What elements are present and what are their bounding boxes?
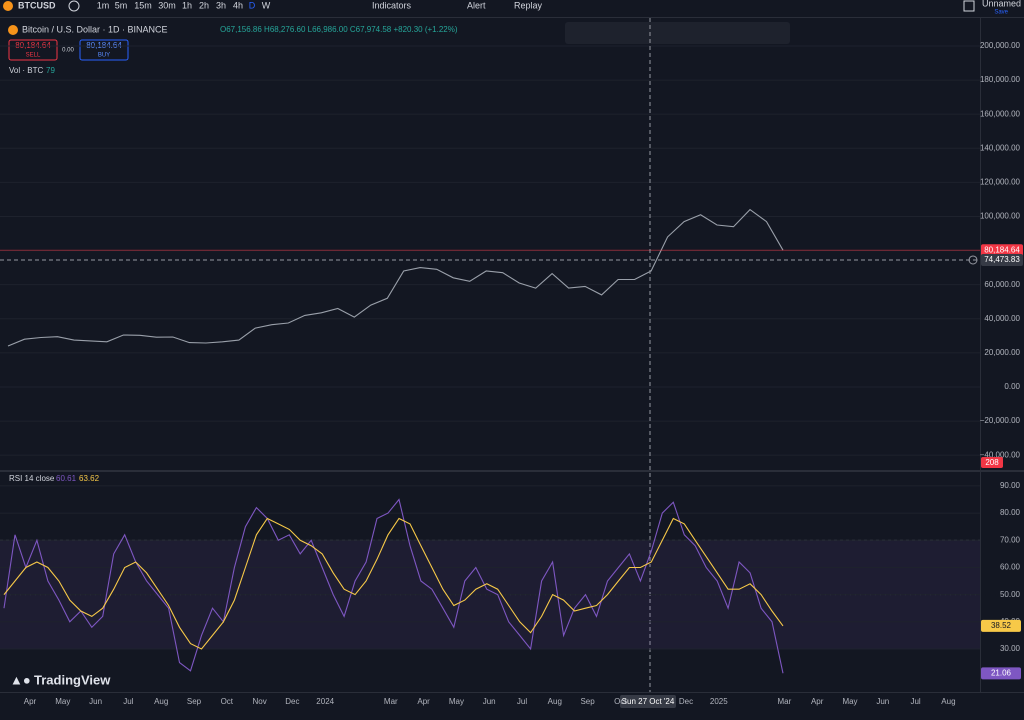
x-tick-label: Jun	[483, 697, 496, 706]
interval-button[interactable]: 2h	[199, 0, 209, 10]
x-tick-label: Apr	[417, 697, 430, 706]
symbol[interactable]: BTCUSD	[18, 0, 56, 10]
y-tick-label: 90.00	[1000, 481, 1021, 490]
interval-button[interactable]: 4h	[233, 0, 243, 10]
interval-button[interactable]: 15m	[134, 0, 152, 10]
branding: TradingView	[34, 672, 111, 687]
x-tick-label: 2024	[316, 697, 334, 706]
interval-button[interactable]: 30m	[158, 0, 176, 10]
y-tick-label: 200,000.00	[980, 41, 1021, 50]
x-tick-label: Jun	[876, 697, 889, 706]
x-tick-label: May	[55, 697, 70, 706]
save-button[interactable]: Save	[994, 10, 1008, 16]
x-tick-label: Jul	[123, 697, 133, 706]
legend-ohlc: O67,156.86 H68,276.60 L66,986.00 C67,974…	[220, 25, 458, 34]
drawing-toolbar	[565, 22, 790, 44]
x-tick-label: Jul	[517, 697, 527, 706]
branding-logo: ▲●	[10, 672, 31, 687]
crosshair-price-box	[981, 253, 1023, 266]
interval-button[interactable]: 1h	[182, 0, 192, 10]
legend-icon	[8, 25, 18, 35]
x-tick-label: May	[449, 697, 464, 706]
series-line	[3, 517, 784, 650]
interval-button[interactable]: 1m	[97, 0, 110, 10]
x-tick-label: Mar	[384, 697, 398, 706]
y-tick-label: 70.00	[1000, 535, 1021, 544]
crosshair-add[interactable]	[968, 255, 978, 265]
layout-icon[interactable]	[963, 0, 975, 12]
buy-button[interactable]	[79, 39, 129, 61]
buy-label[interactable]: BUY	[98, 53, 110, 59]
add-symbol[interactable]	[68, 0, 80, 12]
layout-name[interactable]: Unnamed	[982, 0, 1021, 8]
series-line	[7, 208, 784, 347]
rsi-value: 60.61	[56, 474, 77, 483]
y-tick-label: 140,000.00	[980, 143, 1021, 152]
y-tick-label: 20,000.00	[984, 348, 1020, 357]
x-tick-label: Jul	[910, 697, 920, 706]
x-tick-label: Dec	[285, 697, 299, 706]
y-tick-label: 40,000.00	[984, 314, 1020, 323]
volume-last-box	[981, 457, 1003, 468]
crosshair-date: Sun 27 Oct '24	[622, 697, 675, 706]
spread: 0.00	[62, 48, 74, 54]
rsi-title: RSI 14 close	[9, 474, 55, 483]
last-value-box	[981, 667, 1021, 680]
x-tick-label: Oct	[614, 697, 627, 706]
interval-button[interactable]: 5m	[115, 0, 128, 10]
legend-title: Bitcoin / U.S. Dollar · 1D · BINANCE	[22, 24, 168, 34]
series-line	[3, 498, 784, 674]
y-tick-label: 80.00	[1000, 508, 1021, 517]
x-tick-label: Nov	[252, 697, 266, 706]
y-tick-label: 160,000.00	[980, 109, 1021, 118]
y-tick-label: 180,000.00	[980, 75, 1021, 84]
x-tick-label: Apr	[811, 697, 824, 706]
alert-button[interactable]: Alert	[467, 0, 486, 10]
interval-button[interactable]: W	[262, 0, 271, 10]
indicators-button[interactable]: Indicators	[372, 0, 412, 10]
y-tick-label: 50.00	[1000, 590, 1021, 599]
y-tick-label: 0.00	[1004, 382, 1020, 391]
volume-value: 79	[46, 66, 55, 75]
x-tick-label: Apr	[24, 697, 37, 706]
interval-button[interactable]: 3h	[216, 0, 226, 10]
x-tick-label: Sep	[187, 697, 202, 706]
replay-button[interactable]: Replay	[514, 0, 543, 10]
y-tick-label: 60,000.00	[984, 280, 1020, 289]
volume-label: Vol · BTC	[9, 66, 43, 75]
y-tick-label: 60.00	[1000, 563, 1021, 572]
interval-button[interactable]: D	[249, 0, 256, 10]
x-tick-label: Oct	[221, 697, 234, 706]
last-value-label: 38.52	[991, 621, 1012, 630]
last-price-label: 80,184.64	[984, 245, 1020, 254]
sell-button[interactable]	[8, 39, 58, 61]
x-tick-label: May	[842, 697, 857, 706]
x-tick-label: Sep	[580, 697, 595, 706]
y-tick-label: 120,000.00	[980, 177, 1021, 186]
x-tick-label: 2025	[710, 697, 728, 706]
last-price-box	[981, 244, 1023, 257]
y-tick-label: 30.00	[1000, 644, 1021, 653]
crosshair-price-label: 74,473.83	[984, 255, 1020, 264]
x-tick-label: Aug	[941, 697, 955, 706]
y-tick-label: 100,000.00	[980, 212, 1021, 221]
y-tick-label: −40,000.00	[980, 450, 1021, 459]
y-tick-label: −20,000.00	[980, 416, 1021, 425]
x-tick-label: Jun	[89, 697, 102, 706]
rsi-ma-value: 63.62	[79, 474, 100, 483]
last-value-box	[981, 619, 1021, 632]
last-value-label: 21.06	[991, 668, 1012, 677]
x-tick-label: Dec	[679, 697, 693, 706]
volume-last-label: 208	[985, 458, 999, 467]
crosshair-date-box	[620, 695, 676, 708]
x-tick-label: Aug	[154, 697, 168, 706]
x-tick-label: Aug	[548, 697, 562, 706]
btc-icon	[3, 1, 13, 11]
x-tick-label: Mar	[778, 697, 792, 706]
sell-label[interactable]: SELL	[26, 53, 41, 59]
